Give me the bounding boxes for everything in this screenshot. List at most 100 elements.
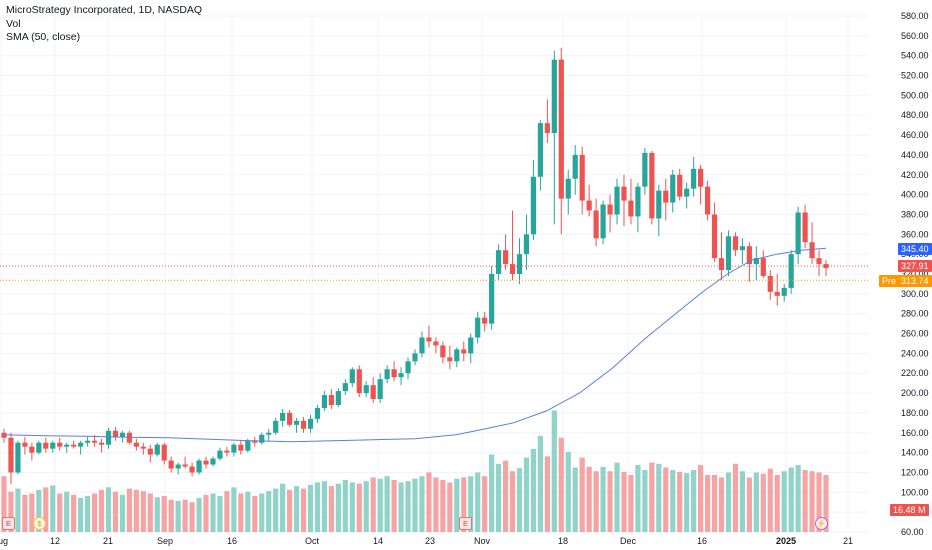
candle-body (377, 379, 383, 400)
volume-bar (363, 481, 369, 532)
volume-bar (105, 487, 112, 532)
candle-body (168, 460, 174, 469)
candle-body (238, 444, 244, 451)
chart-legend: MicroStrategy Incorporated, 1D, NASDAQ V… (6, 4, 202, 45)
price-tick-label: 580.00 (901, 11, 929, 21)
volume-bar (78, 497, 84, 532)
volume-bar (342, 479, 348, 532)
volume-bar (670, 470, 676, 532)
candle-body (252, 440, 258, 443)
volume-bar (307, 484, 314, 532)
candle-body (642, 152, 648, 187)
pre-market-label: Pre (879, 275, 900, 287)
volume-bar (210, 493, 216, 532)
volume-bar (718, 477, 725, 532)
candle-body (307, 418, 314, 429)
earnings-event-icon[interactable]: E (459, 517, 472, 530)
volume-bar (182, 499, 188, 532)
earnings-event-icon[interactable]: E (2, 517, 15, 530)
volume-bar (147, 493, 153, 532)
candle-body (8, 437, 14, 473)
date-tick-label: 2025 (776, 536, 796, 546)
price-tick-label: 520.00 (901, 71, 929, 81)
volume-bar (816, 472, 822, 532)
candle-body (36, 442, 42, 453)
volume-bar (732, 463, 739, 532)
volume-bar (64, 491, 70, 532)
candle-body (91, 440, 98, 443)
volume-bar (649, 462, 655, 532)
volume-bar (370, 477, 376, 532)
candle-body (266, 432, 272, 435)
volume-bar (642, 470, 648, 532)
candle-body (224, 450, 230, 453)
candle-body (732, 236, 739, 251)
candle-body (684, 188, 690, 197)
legend-title: MicroStrategy Incorporated, 1D, NASDAQ (6, 4, 203, 16)
candle-body (537, 123, 543, 177)
candle-body (50, 442, 56, 449)
candle-body (677, 174, 683, 197)
volume-bar (523, 457, 530, 532)
candle-body (774, 291, 780, 296)
candle-body (426, 337, 432, 342)
candle-body (356, 369, 362, 394)
candle-body (586, 200, 592, 211)
date-tick-label: 18 (558, 536, 568, 546)
volume-bar (426, 472, 432, 532)
pre-market-price-badge: 313.74 (898, 275, 932, 287)
date-tick-label: 16 (697, 536, 707, 546)
candle-body (509, 264, 516, 274)
volume-bar (586, 466, 592, 532)
candle-body (133, 442, 139, 447)
candle-body (468, 337, 474, 354)
candle-body (565, 178, 571, 199)
volume-bar (593, 471, 599, 532)
volume-bar (328, 486, 335, 532)
candle-body (293, 420, 300, 425)
volume-bar (335, 483, 341, 532)
candle-body (600, 204, 606, 239)
price-tick-label: 420.00 (901, 170, 929, 180)
price-tick-label: 540.00 (901, 51, 929, 61)
price-tick-label: 140.00 (901, 448, 929, 458)
date-tick-label: Sep (157, 536, 173, 546)
volume-bar (238, 493, 244, 532)
volume-bar (273, 488, 279, 532)
volume-bar (691, 470, 697, 532)
flash-event-icon[interactable]: ⚡ (815, 517, 828, 530)
candle-body (231, 444, 237, 453)
candle-body (753, 258, 759, 265)
price-tick-label: 260.00 (901, 329, 929, 339)
candle-body (140, 446, 146, 449)
volume-bar (245, 491, 251, 532)
volume-bar (663, 467, 669, 532)
volume-bar (224, 491, 230, 532)
volume-bar (753, 472, 759, 532)
candle-body (335, 391, 341, 405)
candle-body (461, 349, 467, 354)
price-tick-label: 360.00 (901, 229, 929, 239)
candle-body (440, 345, 446, 358)
volume-bar (36, 489, 42, 532)
volume-bar (440, 479, 446, 532)
candle-body (64, 444, 70, 447)
dividend-event-icon[interactable]: $ (33, 517, 46, 530)
volume-bar (217, 496, 223, 532)
date-tick-label: 21 (843, 536, 853, 546)
candle-body (314, 407, 321, 419)
price-tick-label: 180.00 (901, 408, 929, 418)
candle-body (78, 442, 84, 447)
candle-body (739, 246, 746, 251)
candle-body (663, 190, 669, 203)
price-tick-label: 200.00 (901, 388, 929, 398)
candle-body (147, 448, 153, 455)
volume-bar (704, 474, 711, 532)
volume-bar (468, 476, 474, 532)
volume-bar (175, 501, 181, 532)
candle-body (105, 430, 112, 445)
volume-bar (71, 494, 77, 532)
price-tick-label: 300.00 (901, 289, 929, 299)
candle-body (391, 369, 397, 378)
